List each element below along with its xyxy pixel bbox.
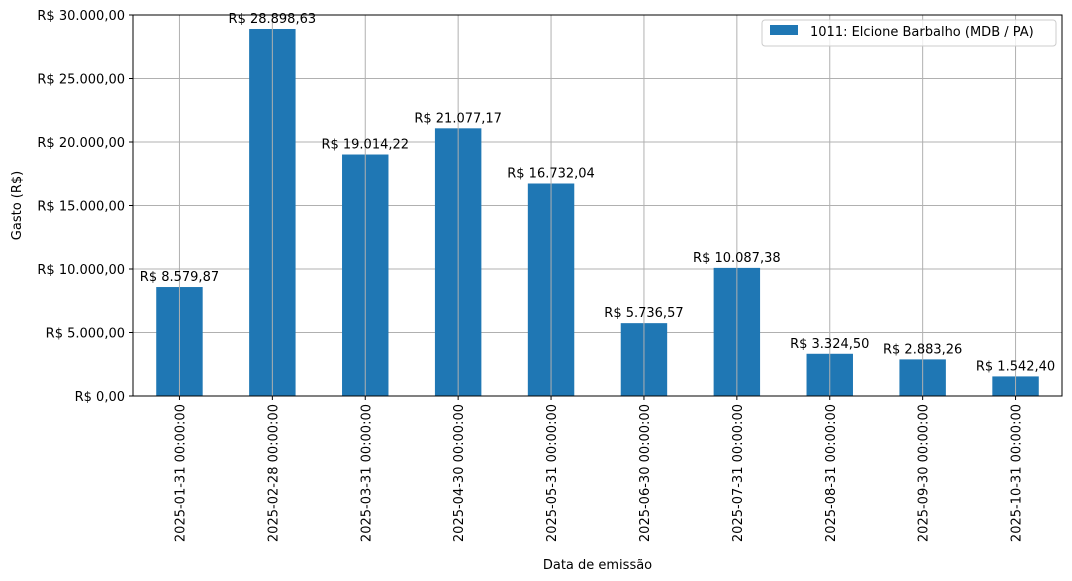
x-tick-label: 2025-10-31 00:00:00 (1010, 404, 1025, 542)
data-labels: R$ 8.579,87 R$ 28.898,63 R$ 19.014,22 R$ 21… (140, 12, 1055, 374)
data-label: R$ 16.732,04 (507, 167, 595, 182)
legend-swatch (770, 25, 798, 35)
x-axis-title: Data de emissão (543, 558, 652, 573)
x-tick-label: 2025-08-31 00:00:00 (824, 404, 839, 542)
legend-box (761, 19, 1057, 47)
data-label: R$ 1.542,40 (976, 359, 1055, 374)
y-tick-label: R$ 15.000,00 (37, 200, 125, 215)
x-tick-label: 2025-07-31 00:00:00 (731, 404, 746, 542)
x-tick-label: 2025-05-31 00:00:00 (545, 404, 560, 542)
y-tick-label: R$ 0,00 (75, 390, 125, 405)
y-tick-label: R$ 20.000,00 (37, 136, 125, 151)
x-tick-label: 2025-03-31 00:00:00 (359, 404, 374, 542)
x-tick-label: 2025-09-30 00:00:00 (917, 404, 932, 542)
x-tick-label: 2025-02-28 00:00:00 (266, 404, 281, 542)
x-tick-label: 2025-04-30 00:00:00 (452, 404, 467, 542)
data-label: R$ 3.324,50 (790, 337, 869, 352)
data-label: R$ 10.087,38 (693, 251, 781, 266)
data-label: R$ 21.077,17 (414, 111, 502, 126)
data-label: R$ 28.898,63 (229, 12, 317, 27)
y-axis-ticks: R$ 0,00 R$ 5.000,00 R$ 10.000,00 R$ 15.000,… (37, 9, 133, 405)
y-tick-label: R$ 25.000,00 (37, 73, 125, 88)
data-label: R$ 8.579,87 (140, 270, 219, 285)
data-label: R$ 2.883,26 (883, 342, 962, 357)
y-axis-title: Gasto (R$) (10, 171, 25, 240)
x-tick-label: 2025-06-30 00:00:00 (638, 404, 653, 542)
legend-label: 1011: Elcione Barbalho (MDB / PA) (810, 25, 1034, 40)
y-tick-label: R$ 5.000,00 (46, 327, 125, 342)
x-axis-ticks: 2025-01-31 00:00:00 2025-02-28 00:00:00 20… (173, 396, 1025, 542)
legend: 1011: Elcione Barbalho (MDB / PA) (761, 19, 1057, 47)
x-tick-label: 2025-01-31 00:00:00 (173, 404, 188, 542)
vertical-grid (178, 15, 1017, 396)
data-label: R$ 19.014,22 (321, 138, 409, 153)
y-tick-label: R$ 30.000,00 (37, 9, 125, 24)
y-tick-label: R$ 10.000,00 (37, 263, 125, 278)
bars (156, 28, 1039, 397)
data-label: R$ 5.736,57 (604, 306, 683, 321)
